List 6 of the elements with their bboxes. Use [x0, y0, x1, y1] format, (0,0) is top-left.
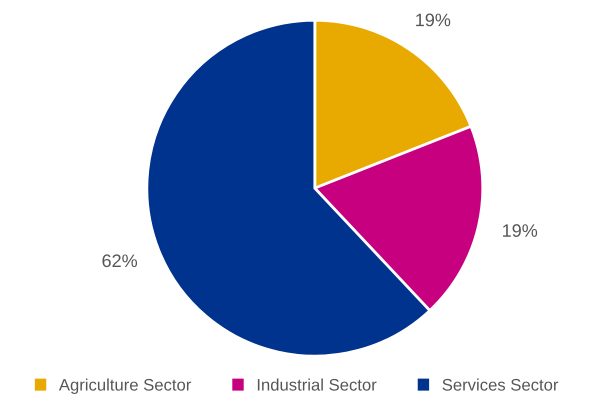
data-label: 62% — [102, 254, 138, 268]
data-label: 19% — [416, 14, 450, 26]
legend-label: Services Sector — [442, 378, 558, 391]
data-label: 19% — [503, 224, 538, 237]
legend-label: Agriculture Sector — [58, 378, 192, 394]
legend-label: Industrial Sector — [258, 378, 376, 391]
